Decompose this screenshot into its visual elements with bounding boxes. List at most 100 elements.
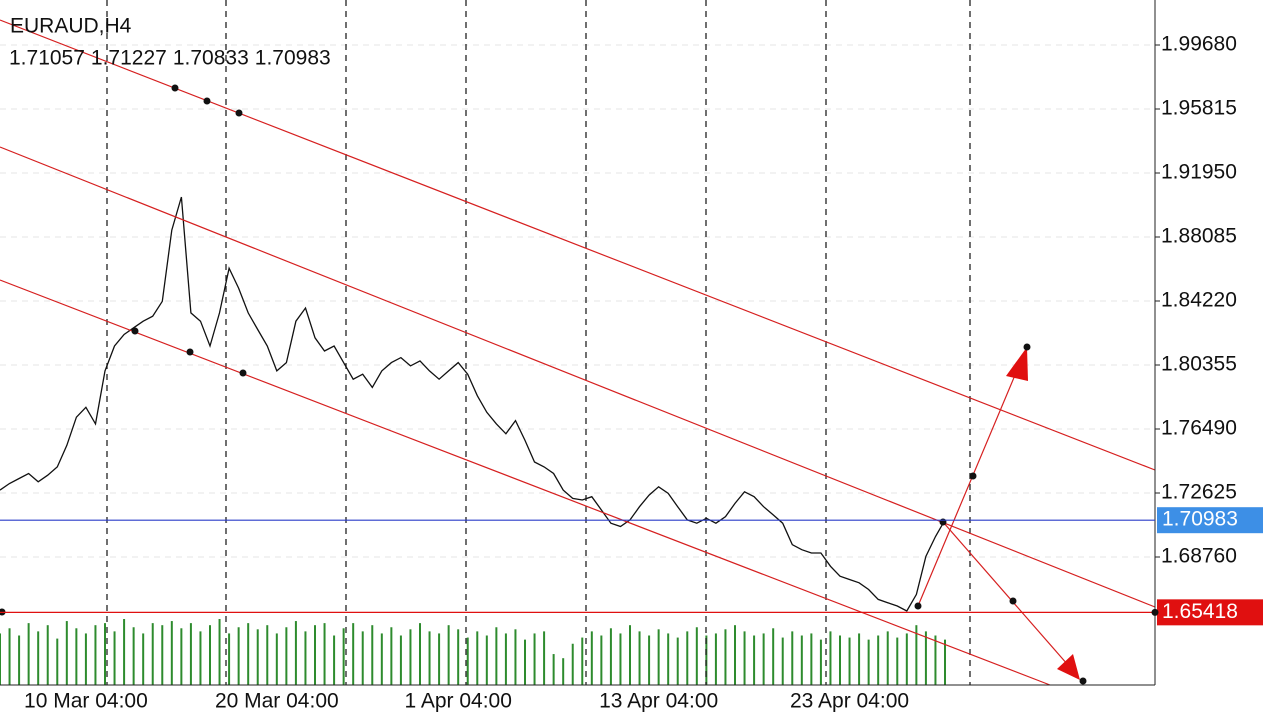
volume-bar <box>75 628 78 685</box>
volume-bar <box>314 625 316 685</box>
volume-bar <box>915 625 918 685</box>
volume-bar <box>734 625 736 685</box>
anchor-point <box>131 327 139 335</box>
y-tick-label: 1.91950 <box>1161 161 1237 184</box>
volume-bar <box>361 631 364 685</box>
y-tick-label: 1.68760 <box>1161 545 1237 568</box>
volume-bar <box>695 627 698 685</box>
volume-bar <box>8 628 11 685</box>
volume-bar <box>495 627 498 685</box>
channel-line <box>0 19 1156 471</box>
x-tick-label: 1 Apr 04:00 <box>404 690 511 713</box>
volume-bar <box>686 631 689 685</box>
volume-bar <box>304 631 307 685</box>
volume-bar <box>762 633 765 685</box>
arrow-head <box>1057 654 1080 680</box>
volume-bar <box>944 639 946 685</box>
volume-bar <box>0 633 1 685</box>
price-markers: 1.70983 1.65418 <box>0 507 1263 626</box>
volume-bar <box>151 623 154 685</box>
volume-bar <box>18 635 21 685</box>
volume-bar <box>438 633 441 685</box>
volume-bar <box>905 633 908 685</box>
volume-bar <box>648 635 651 685</box>
volume-bar <box>457 629 460 685</box>
y-tick-label: 1.84220 <box>1161 289 1237 312</box>
channel-line <box>0 279 1051 686</box>
volume-bar <box>886 631 889 685</box>
level-box <box>1157 599 1263 626</box>
volume-bar <box>447 625 450 685</box>
y-tick-label: 1.95815 <box>1161 97 1237 120</box>
volume-bar <box>581 637 584 685</box>
anchor-point <box>239 369 247 377</box>
anchor-point <box>186 348 194 356</box>
volume-bar <box>104 623 106 685</box>
volume-bar <box>180 628 183 685</box>
anchor-point <box>914 602 922 610</box>
volume-bar <box>476 631 479 685</box>
ohlc-value: 1.71227 <box>91 47 167 70</box>
volume-bar <box>266 625 269 685</box>
volume-bar <box>791 631 794 685</box>
volume-bar <box>333 635 336 685</box>
x-tick-label: 20 Mar 04:00 <box>215 690 339 713</box>
anchor-point <box>939 518 947 526</box>
volume-bar <box>858 633 861 685</box>
volume-bar <box>667 633 670 685</box>
volume-bar <box>247 623 250 685</box>
anchor-point <box>235 109 243 117</box>
volume-bar <box>543 631 546 685</box>
volume-bar <box>142 633 145 685</box>
volume-bar <box>132 627 135 685</box>
x-tick-label: 23 Apr 04:00 <box>790 690 909 713</box>
volume-bar <box>409 629 412 685</box>
y-tick-label: 1.99680 <box>1161 33 1237 56</box>
volume-bar <box>504 633 507 685</box>
anchor-point <box>1009 597 1017 605</box>
y-tick-label: 1.88085 <box>1161 225 1237 248</box>
volume-bar <box>275 633 278 685</box>
arrow-head <box>1006 347 1028 381</box>
volume-bar <box>524 639 526 685</box>
volume-bar <box>781 637 784 685</box>
volume-bar <box>676 637 679 685</box>
arrow-line <box>942 521 1069 666</box>
price-line <box>0 196 946 612</box>
volume-bar <box>390 627 393 685</box>
volume-bar <box>256 629 259 685</box>
channel-line <box>0 146 1156 608</box>
grid <box>0 44 1155 558</box>
volume-bar <box>619 633 622 685</box>
volume-bar <box>819 639 822 685</box>
price <box>0 196 946 612</box>
volume-bar <box>161 625 164 685</box>
y-tick-label: 1.76490 <box>1161 417 1237 440</box>
volume-bar <box>896 637 899 685</box>
y-tick-label: 1.80355 <box>1161 353 1237 376</box>
volume-bar <box>399 635 402 685</box>
volume-bar <box>228 633 231 685</box>
volume-bar <box>485 635 488 685</box>
volume-bar <box>552 654 555 685</box>
volume-bars <box>0 619 946 685</box>
volume-bar <box>629 625 631 685</box>
volume-bar <box>590 631 593 685</box>
volume-bar <box>600 635 603 685</box>
volume-bar <box>800 635 803 685</box>
volume-bar <box>123 619 126 685</box>
volume-bar <box>65 621 68 685</box>
current-price-label: 1.70983 <box>1162 508 1238 531</box>
volume-bar <box>609 628 612 685</box>
volume-bar <box>839 635 841 685</box>
volume-bar <box>209 625 211 685</box>
volume-bar <box>84 633 87 685</box>
volume-bar <box>867 639 870 685</box>
volume-bar <box>848 637 851 685</box>
anchor-point <box>203 97 211 105</box>
ohlc-value: 1.70983 <box>255 47 331 70</box>
ohlc-value: 1.70833 <box>173 47 249 70</box>
axis-labels: 1.99680 1.95815 1.91950 1.88085 1.84220 1.803… <box>24 33 1237 713</box>
volume-bar <box>638 631 641 685</box>
volume-bar <box>466 637 469 685</box>
